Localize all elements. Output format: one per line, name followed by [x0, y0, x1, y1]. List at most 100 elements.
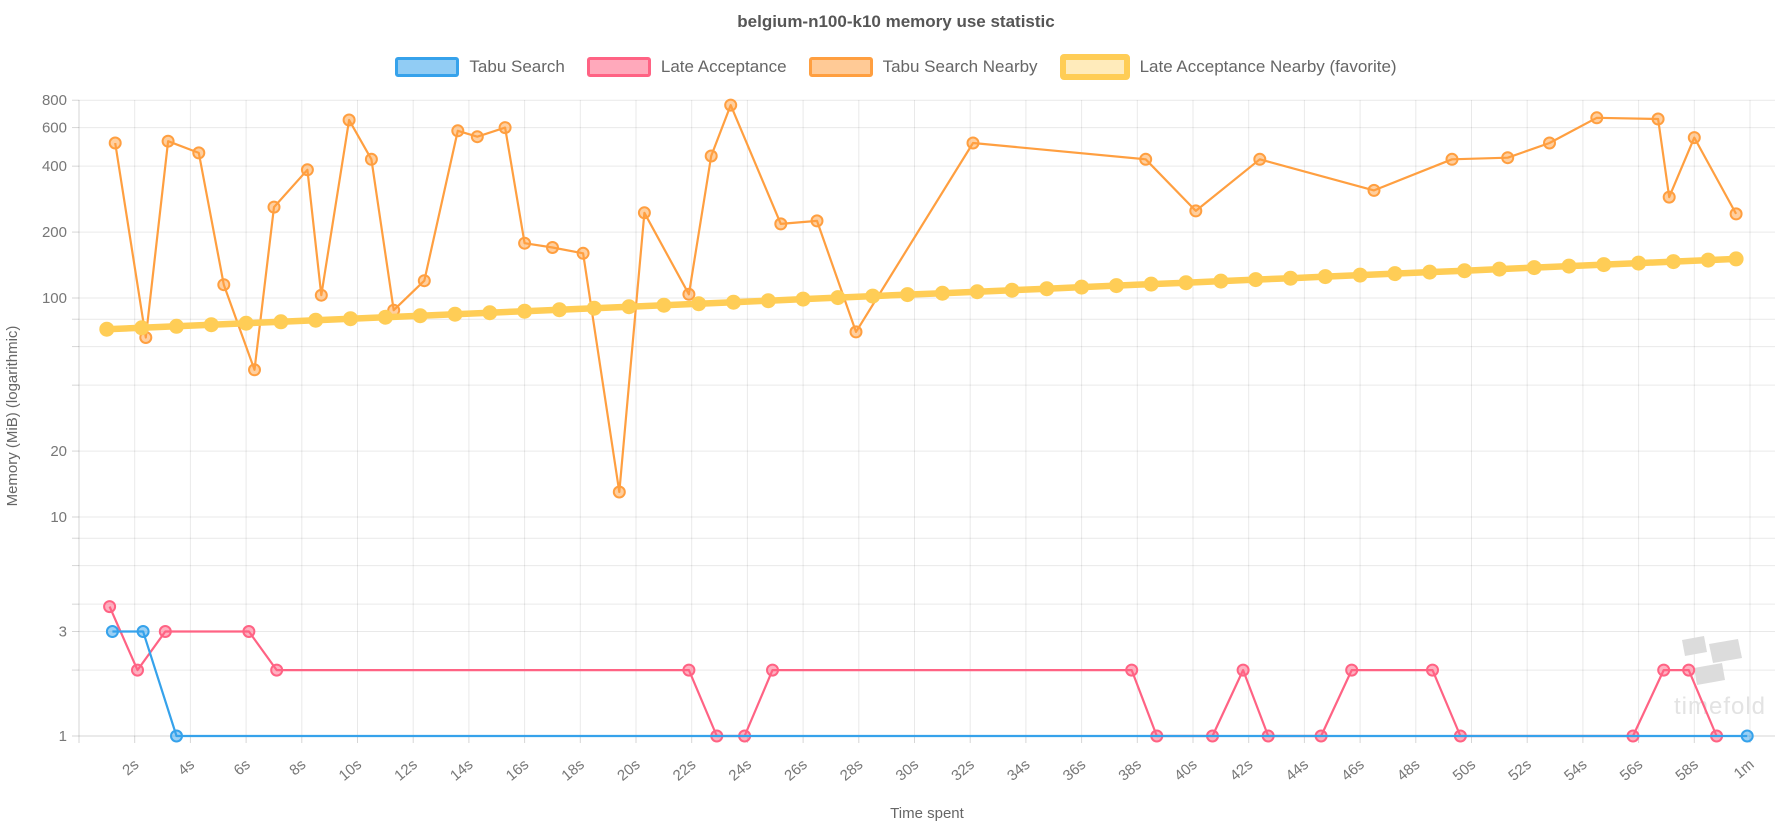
- data-point[interactable]: [105, 625, 119, 638]
- data-point[interactable]: [621, 299, 637, 315]
- data-point[interactable]: [810, 214, 824, 228]
- data-point[interactable]: [242, 625, 256, 638]
- data-point[interactable]: [1426, 663, 1439, 677]
- data-point[interactable]: [470, 130, 484, 144]
- data-point[interactable]: [1422, 264, 1438, 280]
- data-point[interactable]: [1657, 663, 1671, 677]
- data-point[interactable]: [1501, 151, 1515, 165]
- data-point[interactable]: [248, 363, 261, 377]
- data-point[interactable]: [1004, 282, 1020, 298]
- data-point[interactable]: [682, 663, 696, 677]
- data-point[interactable]: [308, 312, 324, 328]
- data-point[interactable]: [99, 321, 115, 337]
- data-point[interactable]: [576, 246, 590, 260]
- data-point[interactable]: [518, 236, 532, 250]
- data-point[interactable]: [217, 278, 231, 292]
- data-point[interactable]: [1740, 729, 1754, 743]
- data-point[interactable]: [551, 302, 567, 318]
- data-point[interactable]: [343, 311, 358, 327]
- data-point[interactable]: [1039, 281, 1055, 297]
- data-point[interactable]: [1283, 270, 1298, 286]
- data-point[interactable]: [774, 217, 788, 231]
- data-point[interactable]: [1387, 266, 1403, 282]
- data-point[interactable]: [1729, 207, 1743, 221]
- data-point[interactable]: [1700, 252, 1716, 268]
- data-point[interactable]: [1665, 254, 1681, 270]
- data-point[interactable]: [795, 291, 811, 307]
- legend-item-late-acceptance[interactable]: Late Acceptance: [586, 57, 787, 77]
- data-point[interactable]: [969, 284, 985, 300]
- data-point[interactable]: [238, 315, 254, 331]
- data-point[interactable]: [1526, 260, 1542, 276]
- data-point[interactable]: [1189, 204, 1203, 218]
- legend-item-late-acceptance-nearby[interactable]: Late Acceptance Nearby (favorite): [1059, 54, 1397, 80]
- legend-item-tabu-search[interactable]: Tabu Search: [395, 57, 565, 77]
- data-point[interactable]: [1651, 112, 1665, 126]
- data-point[interactable]: [586, 300, 602, 316]
- data-point[interactable]: [1178, 275, 1194, 291]
- data-point[interactable]: [1590, 111, 1604, 125]
- data-point[interactable]: [726, 294, 741, 310]
- data-point[interactable]: [482, 305, 498, 321]
- data-point[interactable]: [966, 136, 980, 150]
- data-point[interactable]: [314, 288, 328, 302]
- data-point[interactable]: [1125, 663, 1139, 677]
- data-point[interactable]: [1631, 255, 1647, 271]
- data-point[interactable]: [273, 314, 289, 330]
- data-point[interactable]: [412, 308, 428, 324]
- data-point[interactable]: [637, 206, 651, 220]
- data-point[interactable]: [1213, 273, 1229, 289]
- data-point[interactable]: [656, 297, 672, 313]
- data-point[interactable]: [1728, 251, 1744, 267]
- data-point[interactable]: [342, 113, 356, 127]
- data-point[interactable]: [1352, 267, 1368, 283]
- data-point[interactable]: [1317, 269, 1333, 285]
- data-point[interactable]: [1561, 258, 1577, 274]
- data-point[interactable]: [1543, 136, 1556, 150]
- data-point[interactable]: [134, 320, 150, 336]
- data-point[interactable]: [546, 241, 559, 254]
- data-point[interactable]: [267, 200, 281, 214]
- data-point[interactable]: [612, 485, 626, 499]
- data-point[interactable]: [417, 274, 431, 288]
- data-point[interactable]: [169, 318, 184, 334]
- data-point[interactable]: [300, 163, 314, 177]
- data-point[interactable]: [1491, 261, 1507, 277]
- data-point[interactable]: [704, 149, 718, 163]
- data-point[interactable]: [1074, 279, 1090, 295]
- data-point[interactable]: [517, 303, 533, 319]
- data-point[interactable]: [1596, 257, 1612, 273]
- data-point[interactable]: [760, 293, 776, 309]
- data-point[interactable]: [377, 309, 393, 325]
- data-point[interactable]: [1253, 152, 1267, 166]
- data-point[interactable]: [161, 134, 175, 148]
- data-point[interactable]: [192, 146, 206, 160]
- data-point[interactable]: [158, 625, 172, 638]
- data-point[interactable]: [1143, 276, 1159, 292]
- data-point[interactable]: [1457, 263, 1472, 279]
- data-point[interactable]: [1662, 190, 1676, 204]
- data-point[interactable]: [203, 317, 219, 333]
- data-point[interactable]: [830, 290, 846, 306]
- data-point[interactable]: [451, 124, 465, 138]
- data-point[interactable]: [934, 285, 950, 301]
- data-point[interactable]: [900, 287, 915, 303]
- data-point[interactable]: [1345, 663, 1359, 677]
- data-point[interactable]: [691, 296, 707, 312]
- data-point[interactable]: [724, 98, 738, 112]
- data-point[interactable]: [849, 325, 863, 339]
- legend-item-tabu-search-nearby[interactable]: Tabu Search Nearby: [808, 57, 1038, 77]
- data-point[interactable]: [1687, 131, 1701, 145]
- data-point[interactable]: [766, 663, 779, 677]
- data-point[interactable]: [1248, 272, 1264, 288]
- data-point[interactable]: [1236, 663, 1250, 677]
- data-point[interactable]: [364, 152, 378, 166]
- data-point[interactable]: [1682, 663, 1696, 677]
- data-point[interactable]: [682, 287, 696, 301]
- data-point[interactable]: [270, 663, 284, 677]
- data-point[interactable]: [103, 600, 117, 614]
- data-point[interactable]: [1108, 278, 1124, 294]
- data-point[interactable]: [136, 625, 150, 638]
- data-point[interactable]: [131, 663, 144, 677]
